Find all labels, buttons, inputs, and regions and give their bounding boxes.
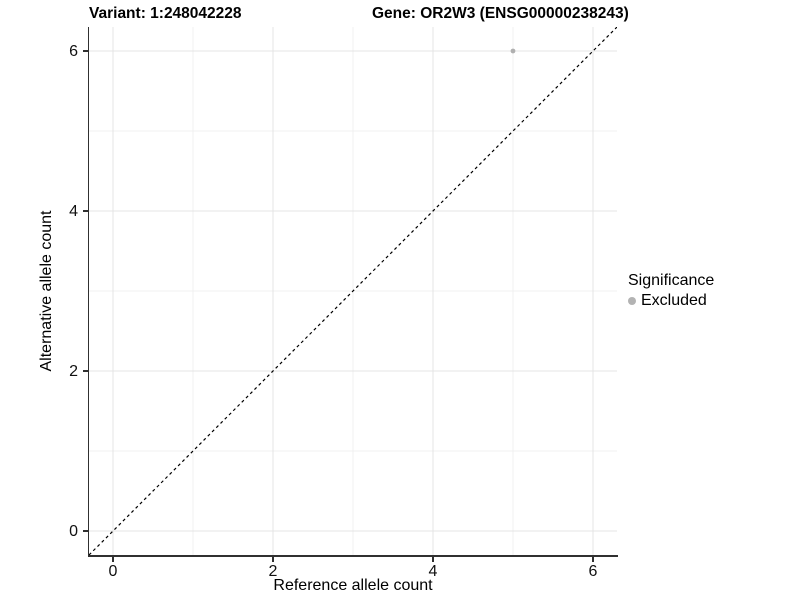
x-tick-mark (272, 556, 274, 562)
y-tick-mark (82, 530, 88, 532)
x-tick-label: 0 (108, 563, 118, 580)
plot-area-svg (89, 27, 617, 555)
x-tick-label: 6 (588, 563, 598, 580)
variant-title: Variant: 1:248042228 (89, 5, 242, 22)
y-tick-mark (82, 370, 88, 372)
x-tick-label: 2 (268, 563, 278, 580)
legend-title: Significance (628, 272, 715, 289)
y-tick-mark (82, 50, 88, 52)
x-tick-mark (592, 556, 594, 562)
y-tick-label: 6 (69, 42, 78, 60)
y-tick-mark (82, 210, 88, 212)
legend-item-label: Excluded (641, 292, 707, 309)
y-tick-label: 2 (69, 362, 78, 380)
plot-panel (89, 27, 617, 555)
y-tick-label: 4 (69, 202, 78, 220)
legend: Significance Excluded (628, 271, 714, 310)
data-point (510, 48, 516, 54)
x-tick-mark (432, 556, 434, 562)
gene-title: Gene: OR2W3 (ENSG00000238243) (372, 5, 629, 22)
y-tick-label: 0 (69, 522, 78, 540)
x-tick-label: 4 (428, 563, 438, 580)
x-tick-mark (112, 556, 114, 562)
x-axis-title: Reference allele count (273, 577, 433, 594)
legend-item-excluded: Excluded (628, 291, 714, 310)
y-axis-title: Alternative allele count (38, 210, 55, 372)
y-axis-line (87, 27, 89, 557)
x-axis-line (87, 555, 618, 557)
identity-reference-line (89, 27, 617, 555)
legend-marker-dot (628, 296, 636, 305)
